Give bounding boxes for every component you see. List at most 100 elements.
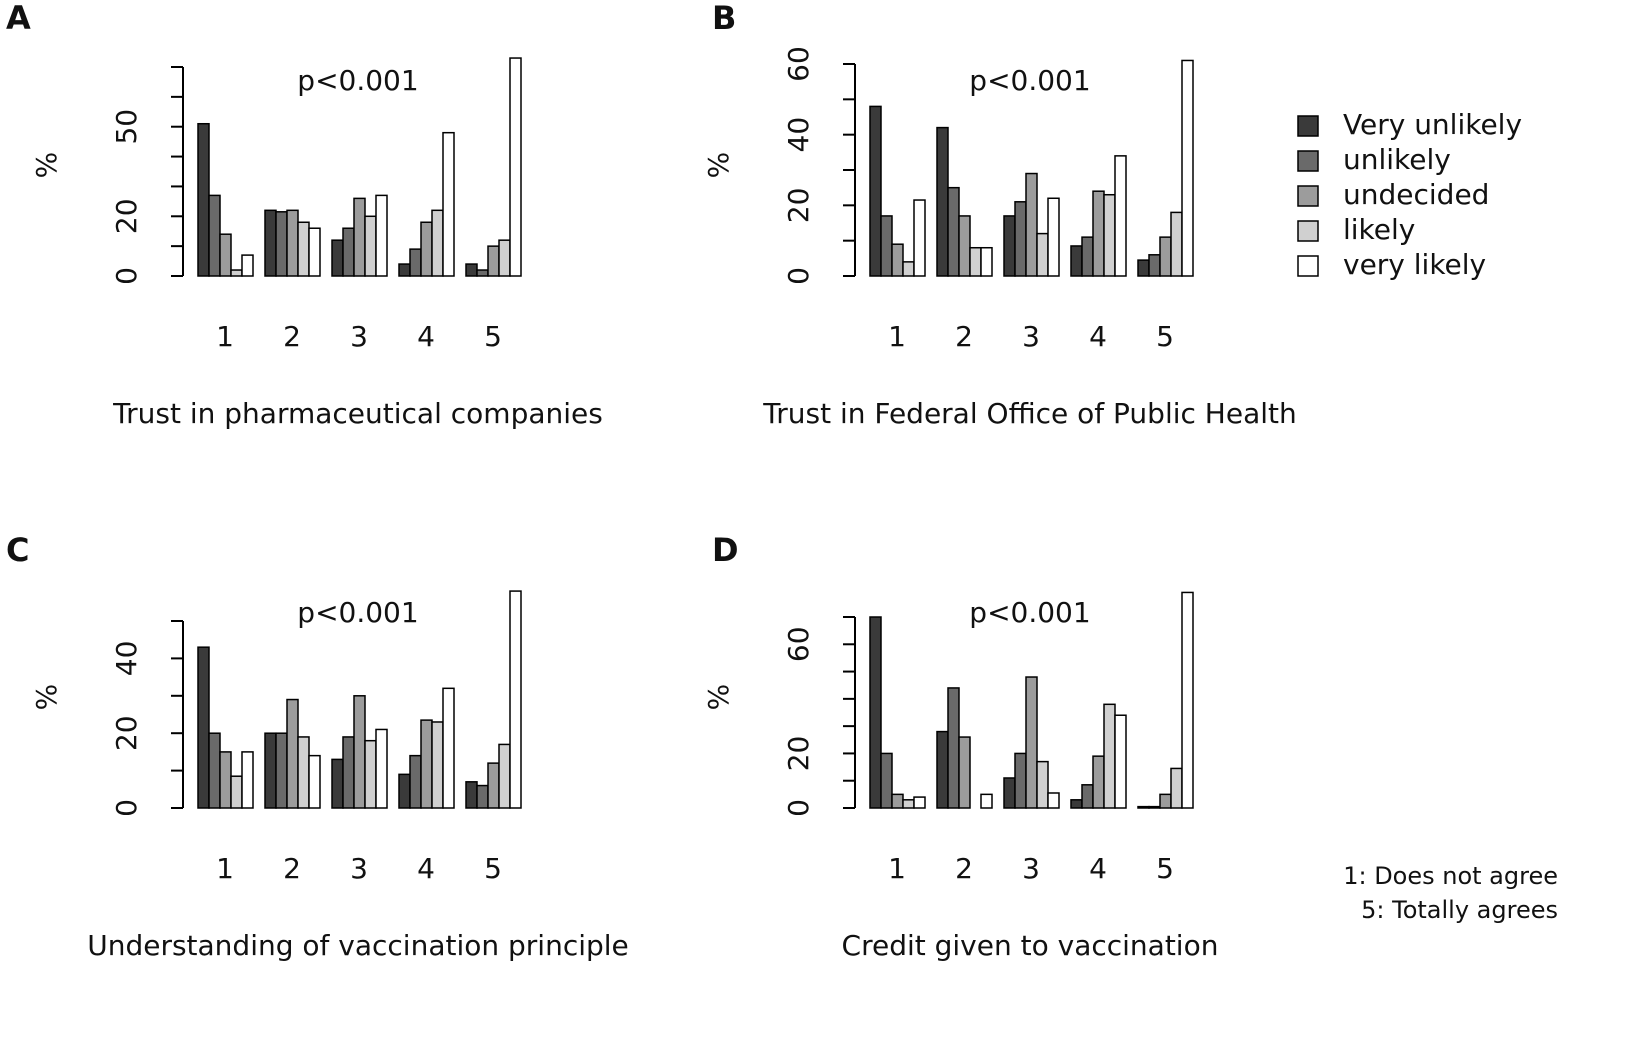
bar <box>891 243 904 277</box>
x-tick-label: 2 <box>283 320 301 353</box>
bar <box>442 687 455 809</box>
bar <box>465 781 478 809</box>
bar <box>880 215 893 277</box>
bar <box>958 215 971 277</box>
bar <box>947 186 960 277</box>
y-axis-label: % <box>702 684 735 711</box>
bar <box>264 209 277 277</box>
note: 1: Does not agree <box>1343 862 1558 890</box>
legend-label: very likely <box>1343 248 1486 281</box>
bar <box>308 227 321 277</box>
bar <box>353 695 366 809</box>
x-tick-label: 1 <box>216 852 234 885</box>
legend-swatch <box>1297 220 1319 242</box>
bar <box>286 698 299 809</box>
bar <box>880 752 893 809</box>
bar <box>420 719 433 809</box>
bar <box>1148 805 1161 809</box>
bar <box>980 793 993 809</box>
bar <box>1137 259 1150 277</box>
panel-letter: B <box>712 0 736 37</box>
bar <box>1036 232 1049 277</box>
bar <box>476 269 489 277</box>
x-axis-label: Credit given to vaccination <box>842 929 1219 962</box>
bar <box>331 239 344 277</box>
bar <box>1137 805 1150 809</box>
bar <box>1092 755 1105 809</box>
y-tick-label: 40 <box>110 641 143 677</box>
bar <box>487 762 500 809</box>
bar <box>375 728 388 809</box>
bar <box>902 261 915 277</box>
bar <box>275 732 288 809</box>
bar <box>487 245 500 277</box>
bar <box>297 221 310 277</box>
y-tick-label: 0 <box>110 799 143 817</box>
bar <box>331 758 344 809</box>
bar <box>431 209 444 277</box>
bar <box>1092 190 1105 277</box>
x-tick-label: 3 <box>1022 320 1040 353</box>
bar <box>498 743 511 809</box>
bar <box>1025 676 1038 809</box>
x-tick-label: 1 <box>888 320 906 353</box>
bar <box>409 754 422 809</box>
legend-swatch <box>1297 185 1319 207</box>
bar <box>197 122 210 277</box>
bar <box>375 194 388 277</box>
bar <box>219 751 232 809</box>
panel-letter: D <box>712 531 739 569</box>
x-tick-label: 5 <box>484 320 502 353</box>
x-tick-label: 5 <box>1156 320 1174 353</box>
bar <box>1003 215 1016 277</box>
bar <box>936 126 949 277</box>
bar <box>442 131 455 277</box>
x-tick-label: 5 <box>484 852 502 885</box>
bar <box>431 721 444 809</box>
bar <box>913 199 926 277</box>
y-axis-label: % <box>30 684 63 711</box>
bar <box>297 736 310 809</box>
bar <box>364 215 377 277</box>
bar <box>241 751 254 809</box>
bar <box>1014 201 1027 277</box>
bar <box>1181 591 1194 809</box>
annotation: p<0.001 <box>297 64 418 97</box>
legend-swatch <box>1297 150 1319 172</box>
bar <box>398 263 411 277</box>
y-axis-label: % <box>702 152 735 179</box>
y-tick-label: 0 <box>782 267 815 285</box>
bar <box>969 246 982 277</box>
bar <box>197 646 210 809</box>
bar <box>364 739 377 809</box>
bar <box>958 736 971 809</box>
bar <box>869 105 882 277</box>
bar <box>1114 714 1127 809</box>
bar <box>980 246 993 277</box>
bar <box>342 227 355 277</box>
bar <box>1081 784 1094 809</box>
x-tick-label: 3 <box>350 852 368 885</box>
x-axis-label: Trust in Federal Office of Public Health <box>762 397 1297 430</box>
x-tick-label: 2 <box>955 320 973 353</box>
legend-label: undecided <box>1343 178 1489 211</box>
bar <box>342 736 355 809</box>
y-tick-label: 40 <box>782 117 815 153</box>
y-tick-label: 0 <box>110 267 143 285</box>
bar <box>498 239 511 277</box>
bar <box>420 221 433 277</box>
bar <box>1025 172 1038 277</box>
bar <box>1047 197 1060 277</box>
bar <box>891 793 904 809</box>
x-tick-label: 4 <box>1089 320 1107 353</box>
legend-label: Very unlikely <box>1343 108 1522 141</box>
bar <box>509 590 522 809</box>
bar <box>1047 792 1060 809</box>
bar <box>465 263 478 277</box>
bar <box>230 269 243 277</box>
bar <box>936 730 949 809</box>
y-tick-label: 20 <box>782 736 815 772</box>
panel-letter: A <box>6 0 31 37</box>
panel-letter: C <box>6 531 29 569</box>
bar <box>1148 254 1161 277</box>
